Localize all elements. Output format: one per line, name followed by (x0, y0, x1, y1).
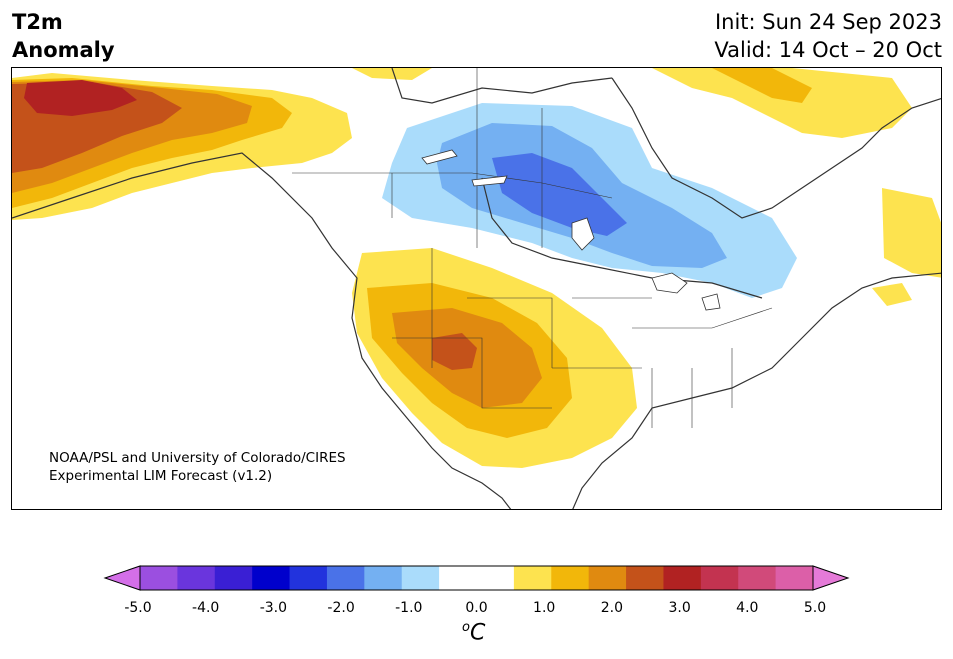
borders (292, 68, 773, 428)
colorbar-tick-label: 5.0 (803, 600, 827, 616)
warm-anomaly-northwest (12, 73, 352, 220)
colorbar-bin (775, 566, 814, 590)
cool-anomaly-canada (382, 103, 797, 298)
colorbar-bin (738, 566, 777, 590)
colorbar-bin (513, 566, 552, 590)
colorbar-tick-label: 1.0 (533, 600, 556, 616)
colorbar-bin (401, 566, 440, 590)
colorbar-tick-label: -1.0 (395, 600, 423, 616)
colorbar-outline (139, 565, 814, 591)
colorbar-tick-label: -2.0 (327, 600, 355, 616)
forecast-dates: Init: Sun 24 Sep 2023 Valid: 14 Oct – 20… (714, 8, 942, 64)
colorbar-high-extend (812, 565, 850, 591)
colorbar-bins (140, 566, 814, 590)
colorbar-tick-label: -3.0 (259, 600, 288, 616)
colorbar-bin (439, 566, 477, 590)
colorbar-bin (326, 566, 365, 590)
colorbar-bin (289, 566, 328, 590)
lakes (421, 149, 721, 311)
unit-degree: o (462, 620, 470, 635)
colorbar-bin (214, 566, 253, 590)
title-variable: T2m (12, 10, 63, 34)
colorbar-bin (140, 566, 178, 590)
colorbar-tick-label: -4.0 (192, 600, 220, 616)
colorbar-bin (364, 566, 403, 590)
unit-label: C (469, 620, 486, 646)
init-date: Init: Sun 24 Sep 2023 (714, 10, 942, 34)
colorbar-bin (700, 566, 739, 590)
colorbar-bin (177, 566, 216, 590)
anomaly-map (11, 67, 942, 510)
warm-anomaly-northeast (352, 68, 941, 306)
colorbar-unit: oC (462, 620, 485, 645)
colorbar-ticks: -5.0 -4.0 -3.0 -2.0 -1.0 0.0 1.0 2.0 3.0 4.0 5.0 (0, 600, 953, 618)
colorbar-tick-label: 3.0 (668, 600, 691, 616)
colorbar-low-extend (103, 565, 141, 591)
colorbar-tick-label: 0.0 (465, 600, 488, 616)
warm-anomaly-southwest (352, 248, 637, 468)
colorbar-bin (476, 566, 515, 590)
colorbar-bin (252, 566, 291, 590)
map-canvas (12, 68, 941, 509)
colorbar-tick-label: 2.0 (600, 600, 624, 616)
colorbar-tick-label: -5.0 (124, 600, 152, 616)
title-type: Anomaly (12, 38, 115, 62)
valid-range: Valid: 14 Oct – 20 Oct (714, 38, 942, 62)
colorbar-bin (663, 566, 702, 590)
credit-line-2: Experimental LIM Forecast (v1.2) (49, 468, 273, 484)
colorbar-bin (551, 566, 590, 590)
map-credit: NOAA/PSL and University of Colorado/CIRE… (49, 449, 346, 485)
colorbar-tick-label: 4.0 (736, 600, 759, 616)
colorbar-bin (588, 566, 627, 590)
map-title: T2m Anomaly (12, 8, 115, 64)
colorbar-bin (626, 566, 664, 590)
credit-line-1: NOAA/PSL and University of Colorado/CIRE… (49, 450, 346, 466)
